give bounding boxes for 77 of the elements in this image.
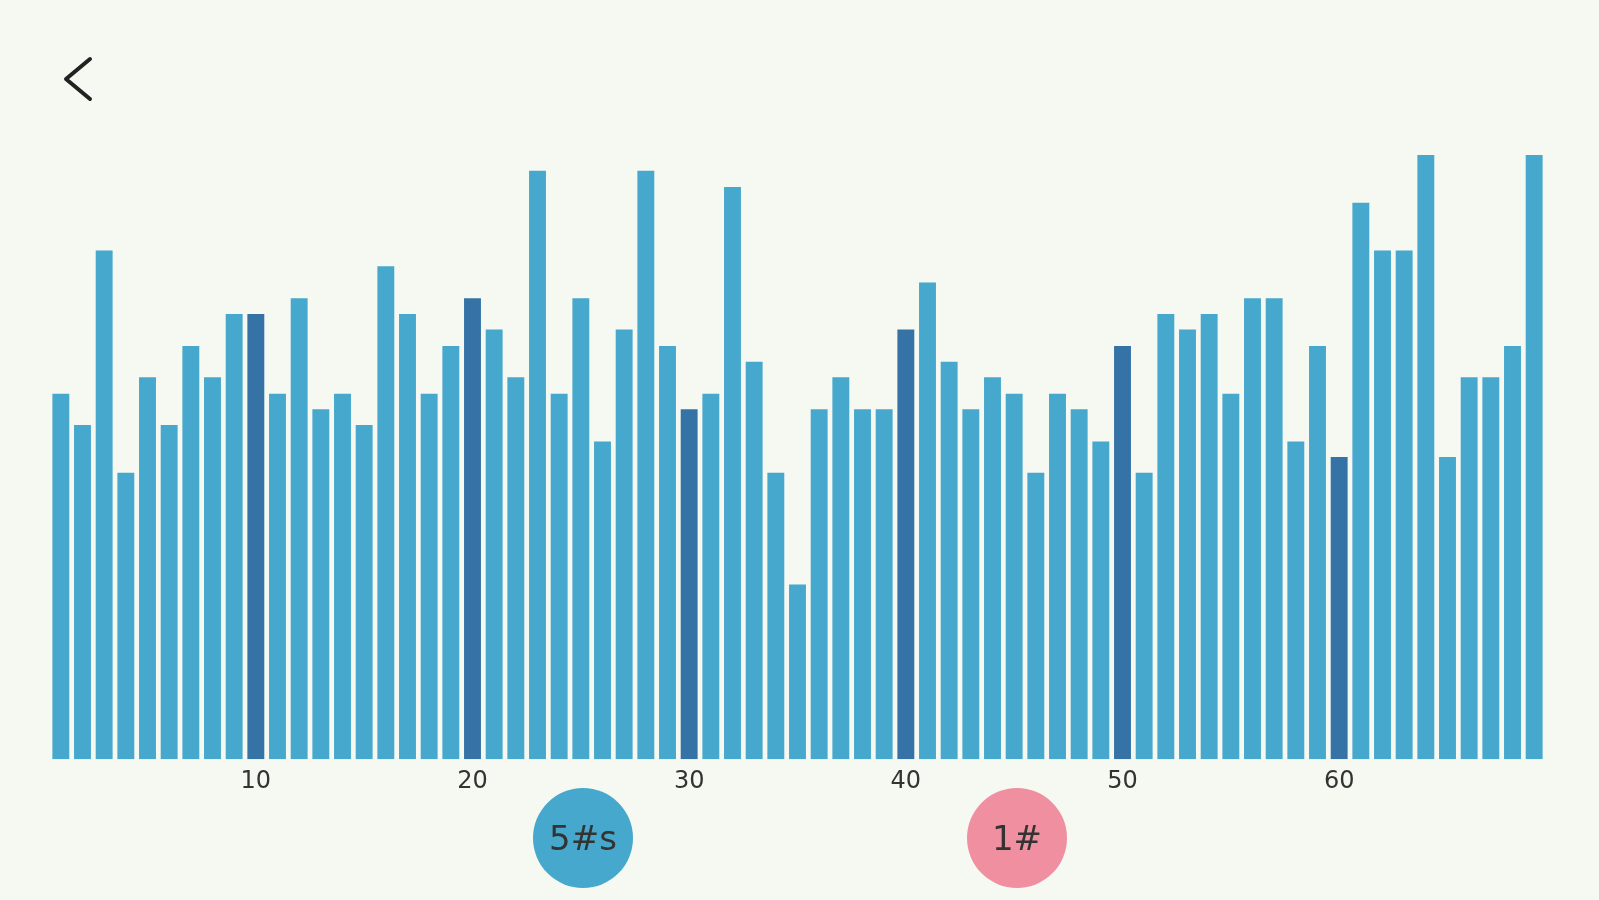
bar [1460, 377, 1478, 760]
bar [1309, 345, 1326, 760]
bar [1439, 457, 1456, 760]
bar [1049, 393, 1066, 760]
bar [919, 282, 936, 760]
x-tick-label: 20 [457, 765, 488, 794]
bar [225, 313, 243, 760]
bar [1005, 393, 1023, 760]
bar [1135, 472, 1153, 760]
bar [1395, 250, 1413, 760]
bar [204, 377, 221, 760]
bar [767, 472, 785, 760]
bar [832, 377, 850, 760]
bar [1027, 472, 1045, 760]
bar [442, 345, 460, 760]
bar [139, 377, 156, 760]
bar [724, 187, 741, 760]
bar [1482, 377, 1500, 760]
bar [1265, 298, 1283, 760]
bar [1200, 313, 1218, 760]
bar [420, 393, 438, 760]
bar [377, 266, 395, 760]
bar [529, 170, 546, 760]
x-tick-label: 30 [673, 765, 705, 794]
bar [1179, 329, 1196, 760]
bar [312, 409, 330, 760]
x-tick-label: 50 [1107, 765, 1138, 794]
bar [1417, 155, 1435, 760]
bar [290, 298, 308, 760]
bar [117, 472, 135, 760]
bar [160, 425, 178, 760]
round-button: 5#s [533, 788, 633, 888]
bar [464, 298, 481, 760]
bar [247, 313, 265, 760]
bar [659, 345, 676, 760]
bar [875, 409, 893, 760]
bar [615, 329, 633, 760]
bar [1092, 441, 1110, 760]
bar [940, 361, 958, 760]
bar [1352, 202, 1370, 760]
bar [74, 425, 91, 760]
bar [269, 393, 286, 760]
bar [399, 313, 416, 760]
bar [1374, 250, 1391, 760]
bar [594, 441, 611, 760]
bar [1525, 155, 1543, 760]
bar [52, 393, 70, 760]
bar [962, 409, 980, 760]
bar [854, 409, 871, 760]
bar [334, 393, 351, 760]
bar [1070, 409, 1088, 760]
bar [1157, 313, 1175, 760]
bar [680, 409, 698, 760]
bar [1114, 345, 1131, 760]
bar [1287, 441, 1305, 760]
bar [984, 377, 1001, 760]
x-tick-label: 60 [1323, 765, 1355, 794]
bar [182, 345, 200, 760]
bar [1504, 345, 1521, 760]
bar [1330, 457, 1348, 760]
bar [355, 425, 373, 760]
bar [1244, 298, 1261, 760]
bar [572, 298, 590, 760]
bar [550, 393, 568, 760]
x-tick-label: 40 [890, 765, 922, 794]
bar [897, 329, 915, 760]
round-button: 1# [967, 788, 1067, 888]
bar [1222, 393, 1240, 760]
bar [789, 584, 806, 760]
bar [810, 409, 828, 760]
bar [485, 329, 503, 760]
bar [745, 361, 763, 760]
bar [702, 393, 720, 760]
bar [95, 250, 113, 760]
bar [507, 377, 525, 760]
x-tick-label: 10 [240, 765, 272, 794]
bar [637, 170, 655, 760]
